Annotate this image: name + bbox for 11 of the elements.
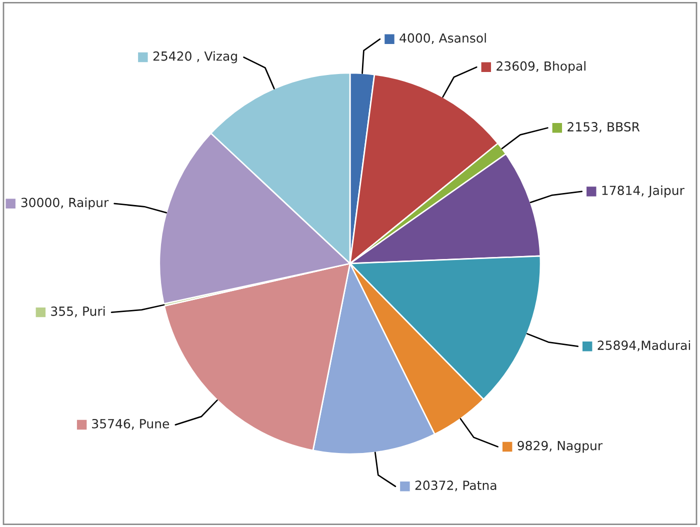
- legend-label: 17814, Jaipur: [602, 185, 684, 198]
- legend-label: 9829, Nagpur: [518, 440, 603, 453]
- legend-label: 355, Puri: [51, 306, 105, 318]
- legend-label: 2153, BBSR: [568, 122, 640, 133]
- legend-label: 23609, Bhopal: [496, 61, 586, 74]
- legend-label: 25894,Madurai: [598, 340, 690, 352]
- legend-label: 30000, Raipur: [21, 198, 109, 210]
- legend-label: 20372, Patna: [415, 480, 496, 492]
- legend-label: 25420 , Vizag: [153, 51, 237, 64]
- legend-label: 35746, Pune: [92, 418, 170, 430]
- legend-label: 4000, Asansol: [400, 33, 486, 44]
